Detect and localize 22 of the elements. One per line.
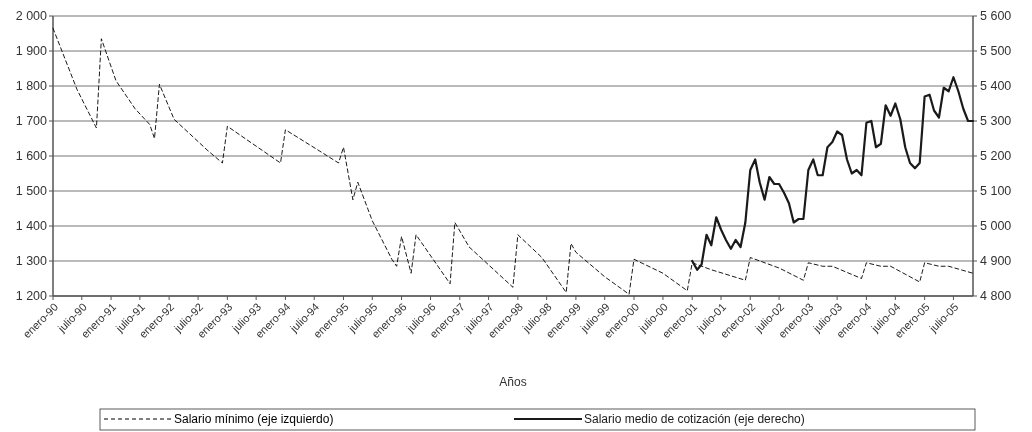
y-tick-label: 1 700 [15,114,48,129]
y2-tick-label: 5 600 [980,9,1012,24]
y-tick-label: 1 400 [15,219,48,234]
y2-tick-label: 4 800 [980,289,1012,304]
y-tick-label: 1 200 [15,289,48,304]
y2-tick-label: 5 400 [980,79,1012,94]
y2-tick-label: 4 900 [980,254,1012,269]
y2-tick-label: 5 000 [980,219,1012,234]
y-tick-label: 1 500 [15,184,48,199]
text: Salario medio de cotización (eje derecho) [584,412,805,427]
text: Salario mínimo (eje izquierdo) [174,412,334,427]
line-series [691,76,975,271]
y2-tick-label: 5 300 [980,114,1012,129]
x-axis-title: Años [499,375,527,389]
y-tick-label: 2 000 [15,9,48,24]
y2-tick-label: 5 200 [980,149,1012,164]
y-tick-label: 1 600 [15,149,48,164]
y-tick-label: 1 900 [15,44,48,59]
y2-tick-label: 5 100 [980,184,1012,199]
y-tick-label: 1 800 [15,79,48,94]
y-tick-label: 1 300 [15,254,48,269]
y2-tick-label: 5 500 [980,44,1012,59]
